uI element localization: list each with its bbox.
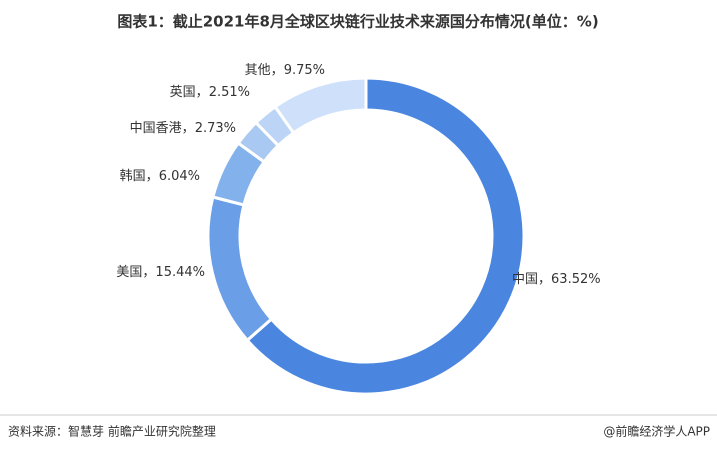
- data-label: 美国，15.44%: [116, 265, 205, 280]
- data-label: 英国，2.51%: [170, 85, 250, 100]
- category-label: 美国: [116, 265, 142, 280]
- source: 资料来源：智慧芽 前瞻产业研究院整理: [8, 424, 216, 439]
- label-separator: ，: [182, 121, 195, 136]
- label-separator: ，: [142, 265, 155, 280]
- category-label: 中国: [512, 272, 538, 287]
- label-separator: ，: [196, 85, 209, 100]
- category-label: 韩国: [120, 169, 146, 184]
- data-label: 中国香港，2.73%: [130, 121, 236, 136]
- value-label: 9.75%: [284, 63, 325, 78]
- value-label: 15.44%: [155, 265, 205, 280]
- label-separator: ，: [538, 272, 551, 287]
- category-label: 其他: [245, 63, 271, 78]
- value-label: 6.04%: [159, 169, 200, 184]
- data-label: 其他，9.75%: [245, 63, 325, 78]
- data-label: 中国，63.52%: [512, 272, 601, 287]
- category-label: 英国: [170, 85, 196, 100]
- category-label: 中国香港: [130, 121, 182, 136]
- value-label: 2.73%: [195, 121, 236, 136]
- value-label: 2.51%: [209, 85, 250, 100]
- chart-title: 图表1：截止2021年8月全球区块链行业技术来源国分布情况(单位：%): [117, 13, 598, 31]
- donut-slice: [273, 76, 368, 136]
- label-separator: ，: [146, 169, 159, 184]
- brand: @前瞻经济学人APP: [603, 424, 710, 439]
- donut-slice: [206, 195, 274, 343]
- donut-slice: [245, 76, 526, 396]
- data-label: 韩国，6.04%: [120, 169, 200, 184]
- label-separator: ，: [271, 63, 284, 78]
- value-label: 63.52%: [551, 272, 601, 287]
